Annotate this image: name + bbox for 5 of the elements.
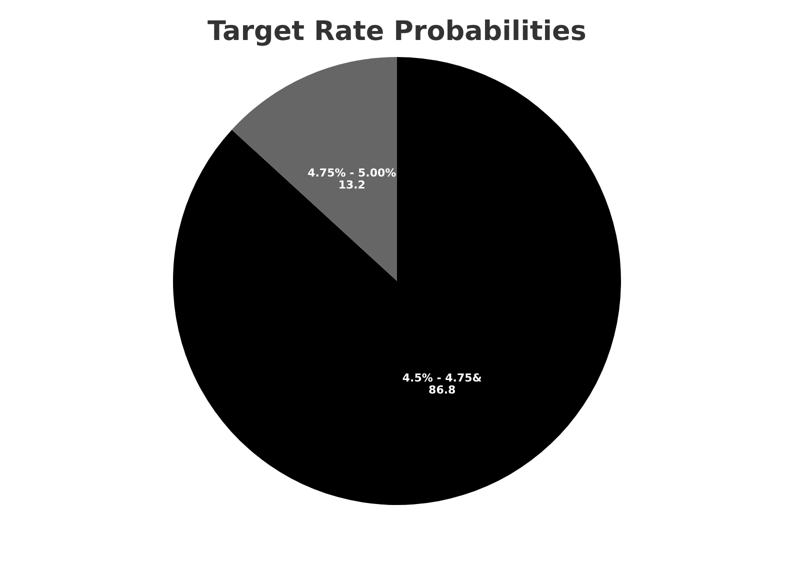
data-label: 13.2 [338, 178, 366, 192]
slice-label: 4.75% - 5.00% [308, 166, 396, 180]
data-label: 86.8 [428, 383, 456, 396]
slice-label: 4.5% - 4.75& [402, 371, 482, 384]
chart-title: Target Rate Probabilities [208, 16, 586, 47]
